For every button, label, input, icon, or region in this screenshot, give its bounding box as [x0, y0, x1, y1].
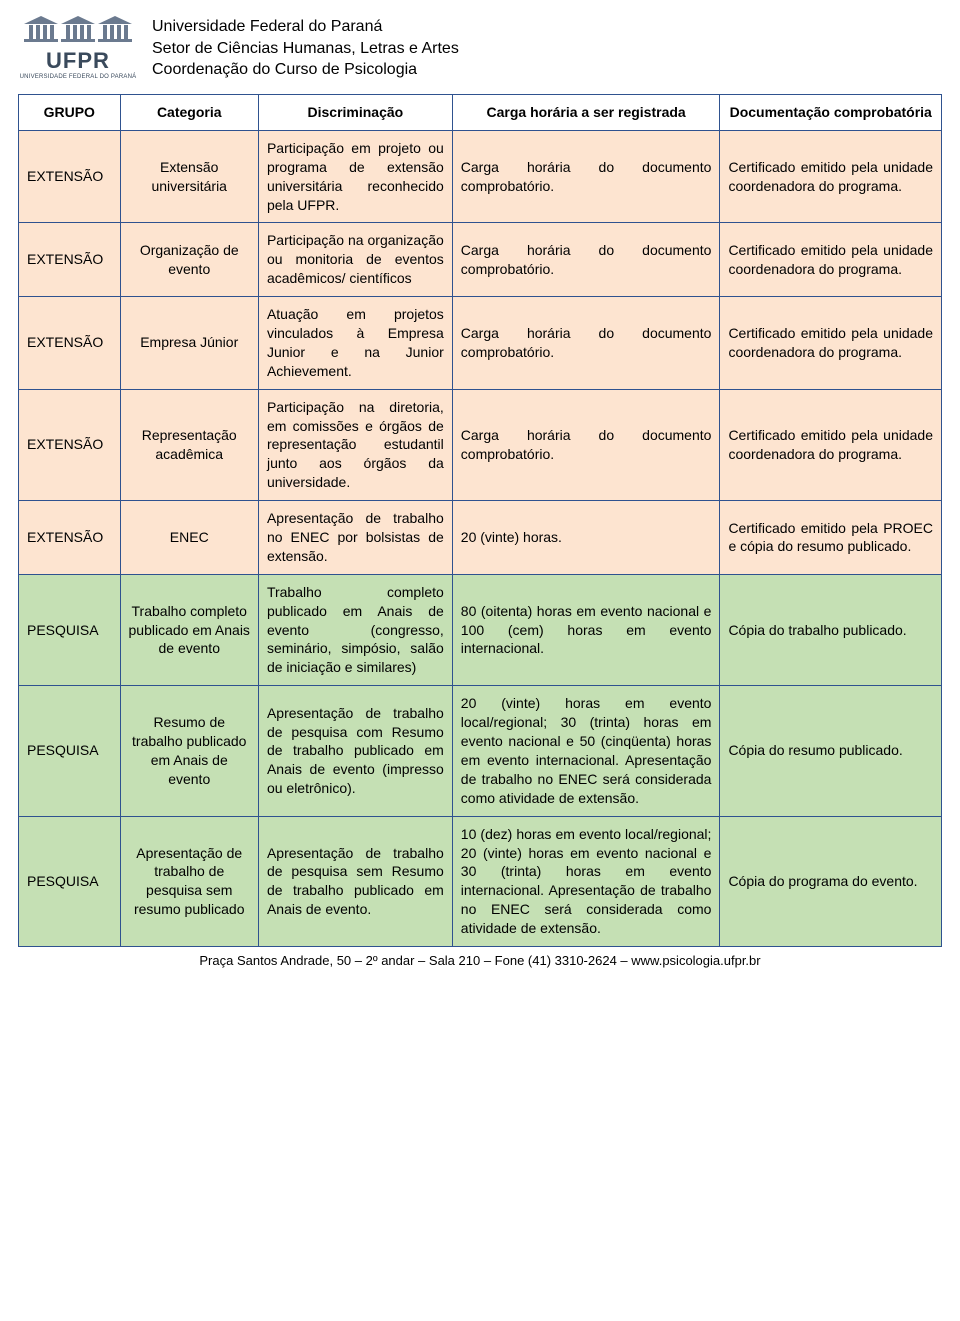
- cell-discriminacao: Apresentação de trabalho de pesquisa sem…: [258, 816, 452, 946]
- cell-documentacao: Certificado emitido pela unidade coorden…: [720, 223, 942, 297]
- table-row: PESQUISAResumo de trabalho publicado em …: [19, 686, 942, 816]
- logo-text: UFPR: [46, 48, 110, 74]
- col-carga: Carga horária a ser registrada: [452, 95, 720, 131]
- cell-discriminacao: Participação em projeto ou programa de e…: [258, 130, 452, 223]
- document-header: UFPR UNIVERSIDADE FEDERAL DO PARANÁ Univ…: [18, 12, 942, 84]
- page: UFPR UNIVERSIDADE FEDERAL DO PARANÁ Univ…: [0, 0, 960, 978]
- table-row: EXTENSÃOOrganização de eventoParticipaçã…: [19, 223, 942, 297]
- table-header-row: GRUPO Categoria Discriminação Carga horá…: [19, 95, 942, 131]
- cell-carga: Carga horária do documento comprobatório…: [452, 223, 720, 297]
- header-lines: Universidade Federal do Paraná Setor de …: [152, 12, 459, 81]
- cell-discriminacao: Apresentação de trabalho no ENEC por bol…: [258, 501, 452, 575]
- table-row: EXTENSÃOEmpresa JúniorAtuação em projeto…: [19, 297, 942, 390]
- cell-categoria: Apresentação de trabalho de pesquisa sem…: [120, 816, 258, 946]
- cell-documentacao: Cópia do programa do evento.: [720, 816, 942, 946]
- cell-discriminacao: Participação na organização ou monitoria…: [258, 223, 452, 297]
- logo-graphic: [24, 16, 132, 46]
- cell-discriminacao: Atuação em projetos vinculados à Empresa…: [258, 297, 452, 390]
- table-row: EXTENSÃORepresentação acadêmicaParticipa…: [19, 389, 942, 500]
- cell-documentacao: Certificado emitido pela unidade coorden…: [720, 297, 942, 390]
- cell-documentacao: Certificado emitido pela unidade coorden…: [720, 389, 942, 500]
- cell-grupo: PESQUISA: [19, 816, 121, 946]
- cell-categoria: Organização de evento: [120, 223, 258, 297]
- cell-discriminacao: Participação na diretoria, em comissões …: [258, 389, 452, 500]
- cell-categoria: ENEC: [120, 501, 258, 575]
- cell-categoria: Extensão universitária: [120, 130, 258, 223]
- cell-grupo: EXTENSÃO: [19, 501, 121, 575]
- cell-carga: 20 (vinte) horas.: [452, 501, 720, 575]
- cell-carga: Carga horária do documento comprobatório…: [452, 389, 720, 500]
- col-documentacao: Documentação comprobatória: [720, 95, 942, 131]
- cell-categoria: Representação acadêmica: [120, 389, 258, 500]
- cell-carga: Carga horária do documento comprobatório…: [452, 297, 720, 390]
- col-categoria: Categoria: [120, 95, 258, 131]
- cell-documentacao: Certificado emitido pela unidade coorden…: [720, 130, 942, 223]
- cell-carga: 10 (dez) horas em evento local/regional;…: [452, 816, 720, 946]
- page-footer: Praça Santos Andrade, 50 – 2º andar – Sa…: [18, 953, 942, 968]
- header-line-2: Setor de Ciências Humanas, Letras e Arte…: [152, 38, 459, 60]
- col-discriminacao: Discriminação: [258, 95, 452, 131]
- table-row: EXTENSÃOENECApresentação de trabalho no …: [19, 501, 942, 575]
- cell-categoria: Trabalho completo publicado em Anais de …: [120, 574, 258, 685]
- cell-categoria: Resumo de trabalho publicado em Anais de…: [120, 686, 258, 816]
- cell-grupo: EXTENSÃO: [19, 297, 121, 390]
- cell-documentacao: Certificado emitido pela PROEC e cópia d…: [720, 501, 942, 575]
- header-line-3: Coordenação do Curso de Psicologia: [152, 59, 459, 81]
- cell-documentacao: Cópia do trabalho publicado.: [720, 574, 942, 685]
- cell-carga: Carga horária do documento comprobatório…: [452, 130, 720, 223]
- cell-discriminacao: Apresentação de trabalho de pesquisa com…: [258, 686, 452, 816]
- header-line-1: Universidade Federal do Paraná: [152, 16, 459, 38]
- table-body: EXTENSÃOExtensão universitáriaParticipaç…: [19, 130, 942, 946]
- cell-grupo: EXTENSÃO: [19, 223, 121, 297]
- cell-carga: 20 (vinte) horas em evento local/regiona…: [452, 686, 720, 816]
- cell-documentacao: Cópia do resumo publicado.: [720, 686, 942, 816]
- logo-subtext: UNIVERSIDADE FEDERAL DO PARANÁ: [20, 74, 137, 80]
- activities-table: GRUPO Categoria Discriminação Carga horá…: [18, 94, 942, 947]
- cell-carga: 80 (oitenta) horas em evento nacional e …: [452, 574, 720, 685]
- cell-grupo: EXTENSÃO: [19, 389, 121, 500]
- cell-grupo: EXTENSÃO: [19, 130, 121, 223]
- cell-discriminacao: Trabalho completo publicado em Anais de …: [258, 574, 452, 685]
- table-row: PESQUISAApresentação de trabalho de pesq…: [19, 816, 942, 946]
- table-row: EXTENSÃOExtensão universitáriaParticipaç…: [19, 130, 942, 223]
- cell-categoria: Empresa Júnior: [120, 297, 258, 390]
- cell-grupo: PESQUISA: [19, 574, 121, 685]
- cell-grupo: PESQUISA: [19, 686, 121, 816]
- ufpr-logo: UFPR UNIVERSIDADE FEDERAL DO PARANÁ: [18, 12, 138, 84]
- table-row: PESQUISATrabalho completo publicado em A…: [19, 574, 942, 685]
- col-grupo: GRUPO: [19, 95, 121, 131]
